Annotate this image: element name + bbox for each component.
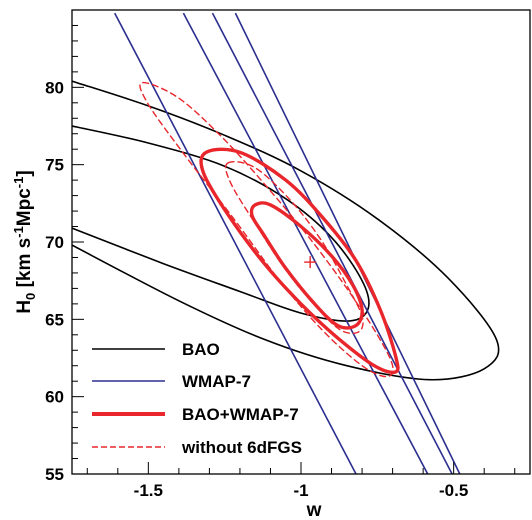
y-tick-label: 60 <box>45 388 64 407</box>
plot-border <box>71 9 531 475</box>
y-tick-label: 80 <box>45 78 64 97</box>
legend-label-no6df: without 6dFGS <box>181 438 302 457</box>
x-tick-label: -0.5 <box>439 481 468 500</box>
contour-bao-outer-1 <box>72 80 500 381</box>
contour-wmap-7-outer-5 <box>234 12 461 474</box>
x-axis-title: w <box>306 500 322 520</box>
contour-bao-inner-0 <box>72 125 370 322</box>
y-axis-title-mid: Mpc <box>14 188 35 226</box>
contour-wmap-7-inner-2 <box>182 12 429 474</box>
series-layer <box>72 12 500 474</box>
contour-bao-wmap-7-outer-7 <box>199 147 400 375</box>
legend-label-bao: BAO <box>182 340 220 359</box>
x-tick-label: -1 <box>293 481 308 500</box>
legend-label-combined: BAO+WMAP-7 <box>182 405 299 424</box>
y-axis-title: H0 [km s-1Mpc-1] <box>11 170 38 313</box>
y-tick-label: 55 <box>45 465 64 484</box>
contour-wmap-7-inner-3 <box>211 12 453 474</box>
plot-frame <box>71 9 531 475</box>
contour-wmap-7-outer-4 <box>113 12 357 474</box>
contour-without-6dfgs-outer-9 <box>139 81 394 378</box>
legend: BAO WMAP-7 BAO+WMAP-7 without 6dFGS <box>92 340 302 457</box>
x-tick-label: -1.5 <box>134 481 163 500</box>
y-axis-title-exp1: -1 <box>11 226 26 238</box>
y-axis-title-sub: 0 <box>23 293 38 300</box>
y-axis-title-exp2: -1 <box>11 177 26 189</box>
y-tick-label: 70 <box>45 233 64 252</box>
y-tick-label: 75 <box>45 156 64 175</box>
y-axis-title-end: ] <box>14 170 35 176</box>
tick-layer: -1.5 -1 -0.5 55 60 65 70 75 80 <box>45 9 516 500</box>
contour-without-6dfgs-inner-8 <box>224 161 364 335</box>
y-axis-title-main: H <box>14 300 35 314</box>
y-axis-title-unit: [km s <box>14 238 35 293</box>
legend-label-wmap: WMAP-7 <box>182 372 251 391</box>
svg-text:H0 [km s-1Mpc-1]: H0 [km s-1Mpc-1] <box>11 170 38 313</box>
best-fit-marker <box>304 256 317 269</box>
contour-bao-wmap-7-inner-6 <box>249 201 364 330</box>
y-tick-label: 65 <box>45 310 64 329</box>
